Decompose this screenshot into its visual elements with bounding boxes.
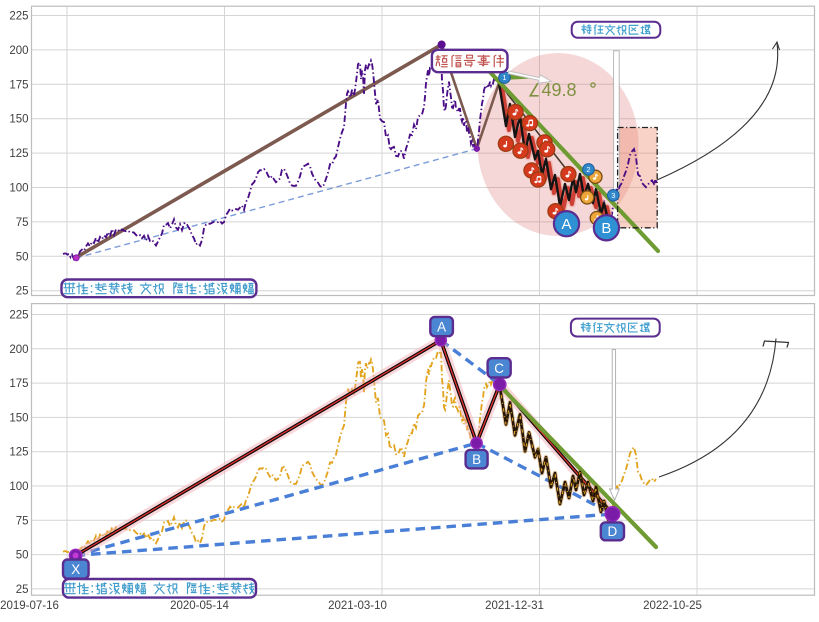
svg-text:C: C [494, 361, 504, 376]
svg-text:50: 50 [16, 550, 29, 562]
svg-text:175: 175 [9, 378, 28, 390]
svg-text:2021-03-10: 2021-03-10 [328, 600, 387, 612]
svg-text:100: 100 [9, 183, 28, 195]
svg-text:50: 50 [16, 251, 29, 263]
svg-text:150: 150 [9, 114, 28, 126]
svg-text:75: 75 [16, 217, 29, 229]
svg-text:225: 225 [9, 310, 28, 322]
svg-text:125: 125 [9, 148, 28, 160]
svg-text:X: X [71, 562, 80, 577]
svg-text:2019-07-16: 2019-07-16 [0, 600, 59, 612]
svg-text:100: 100 [9, 481, 28, 493]
svg-text:25: 25 [16, 584, 29, 596]
svg-text:2022-10-25: 2022-10-25 [643, 600, 702, 612]
svg-text:200: 200 [9, 45, 28, 57]
svg-text:49.8: 49.8 [542, 80, 577, 100]
svg-text:A: A [437, 319, 446, 334]
svg-text:B: B [601, 220, 611, 237]
svg-text:175: 175 [9, 79, 28, 91]
svg-text:200: 200 [9, 344, 28, 356]
svg-text:150: 150 [9, 412, 28, 424]
svg-text:1: 1 [502, 73, 506, 82]
svg-text:75: 75 [16, 515, 29, 527]
svg-text:2020-05-14: 2020-05-14 [170, 600, 229, 612]
svg-text:125: 125 [9, 447, 28, 459]
svg-text:A: A [561, 216, 571, 233]
svg-text:2: 2 [586, 165, 590, 174]
svg-text:3: 3 [611, 191, 615, 200]
svg-text:B: B [472, 452, 481, 467]
svg-text:25: 25 [16, 286, 29, 298]
svg-text:2021-12-31: 2021-12-31 [485, 600, 544, 612]
svg-text:225: 225 [9, 11, 28, 23]
svg-text:D: D [608, 524, 618, 539]
